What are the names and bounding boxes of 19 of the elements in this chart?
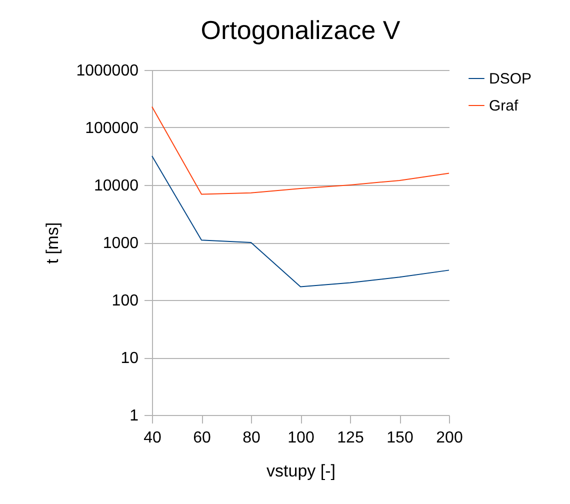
- x-tick-label: 60: [193, 430, 211, 446]
- y-tick-label: 1: [130, 408, 139, 424]
- chart-title: Ortogonalizace V: [200, 15, 401, 45]
- x-tick-label: 100: [288, 430, 314, 446]
- y-tick-label: 1000: [102, 235, 139, 252]
- y-tick-label: 10: [120, 350, 139, 367]
- x-tick-label: 150: [386, 430, 414, 446]
- legend-label: Graf: [489, 98, 520, 114]
- y-axis-title: t [ms]: [43, 222, 62, 264]
- x-tick-label: 200: [436, 430, 463, 446]
- x-axis-title: vstupy [-]: [266, 462, 336, 480]
- x-tick-label: 80: [242, 430, 260, 446]
- x-tick-label: 125: [337, 430, 364, 446]
- y-tick-label: 100000: [85, 120, 139, 137]
- y-tick-label: 1000000: [76, 62, 139, 80]
- legend-label: DSOP: [489, 70, 532, 88]
- y-tick-label: 100: [112, 292, 139, 310]
- x-tick-label: 40: [144, 430, 162, 446]
- y-tick-label: 10000: [94, 178, 139, 194]
